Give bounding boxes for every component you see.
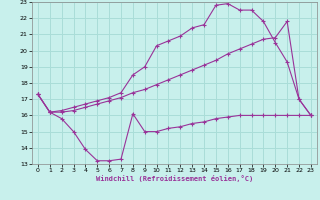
X-axis label: Windchill (Refroidissement éolien,°C): Windchill (Refroidissement éolien,°C) — [96, 175, 253, 182]
